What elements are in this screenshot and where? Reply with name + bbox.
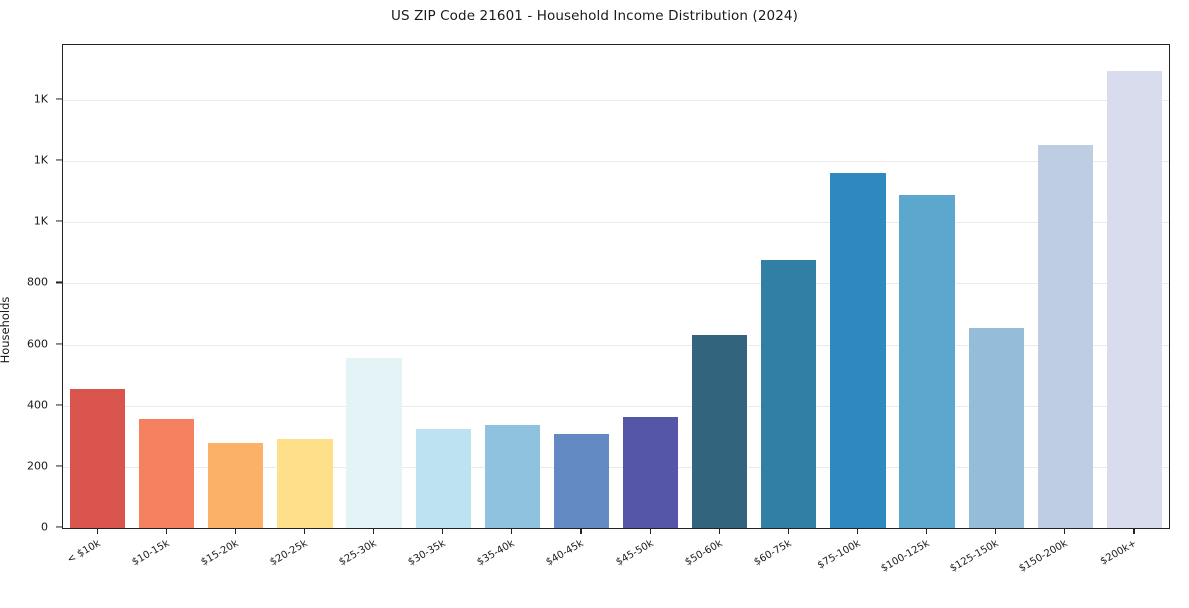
- x-tick-mark: [1064, 529, 1066, 534]
- x-tick-mark: [787, 529, 789, 534]
- y-axis-label: Households: [0, 296, 12, 364]
- y-tick-mark: [56, 281, 62, 283]
- x-tick-mark: [995, 529, 997, 534]
- bar[interactable]: [622, 417, 679, 528]
- bar[interactable]: [415, 428, 471, 528]
- gridline: [63, 466, 1169, 468]
- x-tick-mark: [649, 529, 651, 534]
- bar[interactable]: [1106, 70, 1163, 528]
- gridline: [63, 283, 1169, 285]
- bar[interactable]: [1037, 144, 1093, 528]
- gridline: [63, 161, 1169, 163]
- bar[interactable]: [899, 195, 955, 528]
- y-tick-label: 400: [27, 398, 48, 412]
- gridline: [63, 100, 1169, 102]
- bar[interactable]: [553, 433, 610, 528]
- y-tick-mark: [56, 526, 62, 528]
- y-tick-label: 1K: [33, 153, 48, 167]
- bar[interactable]: [484, 424, 540, 528]
- gridline: [63, 222, 1169, 224]
- y-axis: Households 0 200 400 600 800 1K 1K 1K: [0, 44, 62, 534]
- x-tick-mark: [442, 529, 444, 534]
- y-tick-label: 200: [27, 459, 48, 473]
- x-tick-mark: [1133, 529, 1135, 534]
- bar[interactable]: [139, 419, 195, 528]
- x-tick-mark: [856, 529, 859, 534]
- y-tick-label: 600: [27, 337, 48, 351]
- bar[interactable]: [830, 173, 886, 528]
- y-tick-mark: [56, 404, 62, 406]
- y-tick-label: 0: [41, 520, 48, 534]
- x-tick-mark: [165, 529, 167, 534]
- bar[interactable]: [208, 443, 264, 528]
- chart-title: US ZIP Code 21601 - Household Income Dis…: [391, 8, 798, 24]
- x-tick-mark: [303, 529, 306, 534]
- chart-figure: US ZIP Code 21601 - Household Income Dis…: [0, 8, 1170, 590]
- y-tick-label: 1K: [33, 214, 48, 228]
- x-tick-mark: [718, 529, 720, 534]
- y-tick-mark: [56, 220, 62, 222]
- y-tick-label: 800: [27, 275, 48, 289]
- y-tick-mark: [56, 465, 62, 467]
- bar[interactable]: [346, 357, 402, 528]
- bar[interactable]: [69, 388, 126, 528]
- x-tick-mark: [511, 529, 513, 534]
- bar[interactable]: [968, 327, 1024, 528]
- gridline: [63, 405, 1169, 407]
- x-tick-mark: [926, 529, 928, 534]
- bar[interactable]: [692, 335, 748, 528]
- x-tick-mark: [580, 529, 582, 534]
- plot-area: [62, 44, 1170, 529]
- x-tick-mark: [96, 529, 98, 534]
- bar[interactable]: [277, 438, 333, 528]
- y-tick-mark: [56, 98, 62, 100]
- x-axis: < $10k $10-15k $15-20k $20-25k $25-30k $30-35…: [62, 529, 1170, 590]
- y-tick-mark: [56, 343, 62, 345]
- x-tick-label: < $10k: [65, 538, 103, 566]
- y-tick-mark: [56, 159, 62, 161]
- x-tick-mark: [234, 529, 236, 534]
- bar-series: [63, 45, 1169, 528]
- gridline: [63, 344, 1169, 346]
- x-tick-mark: [373, 529, 375, 534]
- bar[interactable]: [761, 259, 817, 528]
- gridlines: [63, 45, 1169, 528]
- y-tick-label: 1K: [33, 92, 48, 106]
